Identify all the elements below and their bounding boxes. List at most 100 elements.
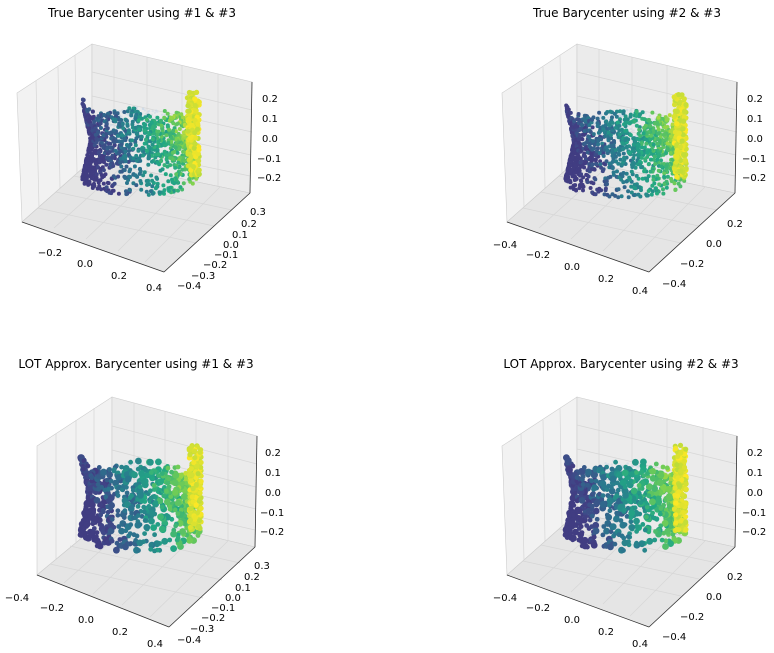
scatter-point bbox=[192, 96, 198, 102]
scatter-point bbox=[150, 178, 155, 183]
scatter-point bbox=[163, 113, 167, 117]
scatter-point bbox=[572, 119, 577, 124]
scatter-point bbox=[677, 144, 684, 150]
scatter-point bbox=[662, 174, 667, 179]
scatter-point bbox=[149, 151, 154, 156]
scatter-point bbox=[135, 504, 141, 509]
scatter-point bbox=[653, 461, 659, 467]
scatter-point bbox=[89, 122, 94, 127]
x-tick-label: 0.4 bbox=[146, 283, 162, 294]
subplot-3: LOT Approx. Barycenter using #1 & #3 −0.… bbox=[5, 357, 284, 650]
scatter-point bbox=[104, 477, 110, 483]
scatter-point bbox=[576, 140, 581, 145]
scatter-point bbox=[636, 153, 641, 158]
scatter-point bbox=[142, 141, 147, 146]
scatter-point bbox=[180, 167, 185, 172]
subplot-2: True Barycenter using #2 & #3 −0.4 −0.2 … bbox=[493, 6, 766, 297]
y-tick-label: 0.2 bbox=[727, 219, 743, 230]
scatter-point bbox=[142, 107, 145, 110]
scatter-point bbox=[167, 127, 171, 132]
scatter-point bbox=[149, 470, 154, 475]
x-tick-label: 0.4 bbox=[147, 639, 163, 650]
scatter-point bbox=[142, 128, 147, 133]
scatter-point bbox=[655, 191, 659, 196]
scatter-point bbox=[90, 109, 95, 114]
scatter-point bbox=[131, 156, 136, 161]
scatter-point bbox=[662, 171, 667, 176]
scatter-point bbox=[634, 123, 639, 128]
scatter-point bbox=[133, 143, 138, 148]
scatter-point bbox=[162, 163, 167, 168]
scatter-point bbox=[101, 168, 106, 173]
subplot-2-z-ticks: 0.2 0.1 0.0 −0.1 −0.2 bbox=[742, 94, 766, 184]
scatter-point bbox=[139, 498, 145, 504]
y-tick-label: 0.3 bbox=[250, 207, 266, 218]
scatter-point bbox=[106, 181, 111, 186]
scatter-point bbox=[599, 188, 604, 193]
scatter-point bbox=[192, 515, 198, 521]
scatter-point bbox=[175, 121, 180, 126]
scatter-point bbox=[585, 180, 590, 184]
scatter-point bbox=[124, 484, 129, 490]
scatter-point bbox=[664, 117, 669, 122]
scatter-point bbox=[608, 133, 613, 138]
scatter-point bbox=[613, 459, 618, 465]
scatter-point bbox=[648, 124, 653, 129]
scatter-point bbox=[628, 133, 633, 138]
scatter-point bbox=[639, 155, 644, 160]
scatter-point bbox=[173, 523, 179, 529]
x-tick-label: 0.0 bbox=[564, 262, 580, 273]
z-tick-label: −0.1 bbox=[260, 508, 284, 519]
scatter-point bbox=[161, 113, 164, 117]
scatter-point bbox=[148, 488, 153, 494]
scatter-point bbox=[134, 533, 140, 539]
scatter-point bbox=[661, 187, 665, 192]
scatter-point bbox=[190, 164, 197, 170]
scatter-point bbox=[181, 115, 185, 120]
scatter-point bbox=[131, 181, 136, 186]
scatter-point bbox=[161, 183, 166, 188]
scatter-point bbox=[187, 177, 192, 182]
scatter-point bbox=[598, 162, 603, 167]
scatter-point bbox=[620, 127, 624, 132]
scatter-point bbox=[598, 137, 603, 141]
scatter-point bbox=[146, 162, 151, 167]
scatter-point bbox=[122, 136, 127, 141]
y-tick-label: −0.1 bbox=[214, 250, 238, 261]
scatter-point bbox=[644, 141, 649, 146]
scatter-point bbox=[80, 97, 85, 102]
scatter-point bbox=[193, 482, 199, 488]
scatter-point bbox=[106, 486, 111, 492]
z-tick-label: 0.2 bbox=[265, 448, 281, 459]
scatter-point bbox=[617, 123, 622, 128]
scatter-point bbox=[605, 182, 609, 187]
scatter-point bbox=[196, 99, 202, 105]
scatter-point bbox=[99, 187, 104, 192]
scatter-point bbox=[155, 132, 160, 137]
scatter-point bbox=[170, 545, 178, 552]
scatter-point bbox=[571, 503, 577, 508]
scatter-point bbox=[141, 173, 146, 178]
subplot-2-axes: −0.4 −0.2 0.0 0.2 0.4 0.2 0.0 −0.2 −0.4 … bbox=[493, 43, 766, 297]
scatter-point bbox=[177, 127, 182, 131]
scatter-point bbox=[580, 137, 585, 142]
scatter-point bbox=[188, 505, 194, 511]
scatter-point bbox=[142, 170, 147, 175]
scatter-point bbox=[169, 135, 174, 140]
scatter-point bbox=[144, 148, 149, 153]
scatter-point bbox=[644, 112, 647, 115]
scatter-point bbox=[671, 113, 677, 120]
scatter-point bbox=[151, 109, 154, 113]
scatter-point bbox=[668, 129, 673, 134]
scatter-point bbox=[137, 171, 142, 176]
scatter-point bbox=[142, 125, 146, 130]
scatter-point bbox=[198, 478, 204, 484]
scatter-point bbox=[165, 111, 170, 116]
scatter-point bbox=[124, 118, 129, 123]
scatter-point bbox=[157, 513, 164, 521]
scatter-point bbox=[128, 167, 133, 172]
scatter-point bbox=[168, 155, 173, 160]
scatter-point bbox=[185, 103, 191, 109]
scatter-point bbox=[651, 142, 656, 147]
scatter-point bbox=[649, 192, 654, 197]
